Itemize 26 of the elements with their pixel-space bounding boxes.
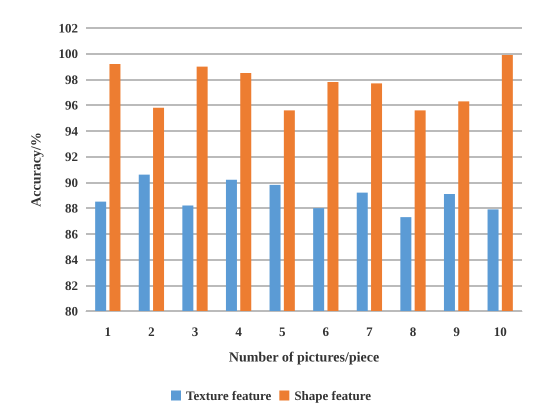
y-tick-label: 96 <box>65 98 78 113</box>
x-axis-title: Number of pictures/piece <box>228 350 380 366</box>
y-tick-label: 80 <box>65 304 78 318</box>
legend-label: Texture feature <box>186 388 272 403</box>
x-tick-label: 8 <box>410 324 417 339</box>
x-tick-label: 3 <box>192 324 199 339</box>
y-tick-label: 88 <box>65 200 78 216</box>
x-tick-label: 1 <box>104 324 112 339</box>
x-tick-label: 6 <box>322 324 330 339</box>
y-tick-label: 100 <box>58 46 78 62</box>
x-tick-label: 5 <box>278 324 286 339</box>
y-tick-label: 90 <box>65 174 78 190</box>
y-tick-label: 86 <box>65 226 78 242</box>
x-tick-label: 10 <box>494 324 507 339</box>
y-tick-label: 82 <box>65 278 78 293</box>
legend-label: Shape feature <box>294 388 372 403</box>
x-tick-label: 9 <box>453 324 460 339</box>
x-tick-label: 7 <box>366 324 374 339</box>
y-axis-title: Accuracy/% <box>30 132 44 207</box>
y-tick-label: 84 <box>65 252 78 268</box>
y-tick-label: 102 <box>58 20 78 36</box>
x-tick-label: 2 <box>148 324 155 339</box>
y-tick-label: 94 <box>65 123 78 138</box>
y-tick-label: 98 <box>65 72 78 87</box>
x-tick-label: 4 <box>235 324 242 339</box>
y-tick-label: 92 <box>65 149 78 164</box>
